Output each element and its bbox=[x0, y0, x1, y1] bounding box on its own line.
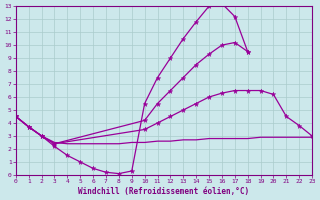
X-axis label: Windchill (Refroidissement éolien,°C): Windchill (Refroidissement éolien,°C) bbox=[78, 187, 250, 196]
